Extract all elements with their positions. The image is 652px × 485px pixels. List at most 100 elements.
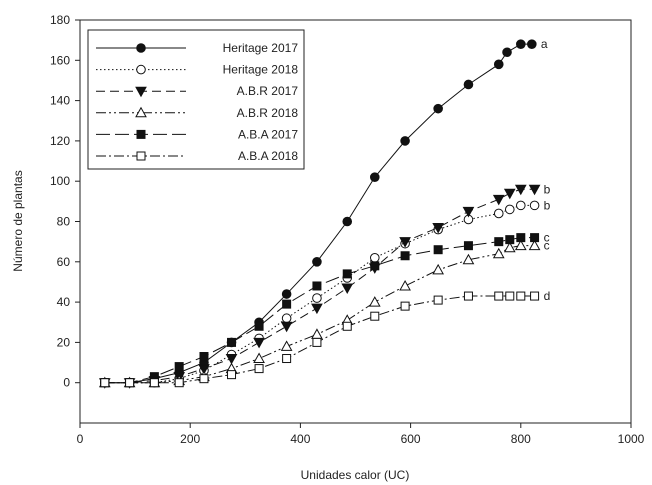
data-point xyxy=(493,208,504,219)
x-tick-label: 400 xyxy=(290,432,310,446)
y-tick-label: 40 xyxy=(57,295,71,309)
y-tick-label: 100 xyxy=(50,174,70,188)
y-tick-label: 80 xyxy=(57,215,71,229)
legend-marker xyxy=(136,129,146,139)
data-point xyxy=(433,103,443,114)
data-point xyxy=(400,301,410,311)
data-point xyxy=(494,291,504,301)
y-tick-label: 180 xyxy=(50,13,70,27)
data-point xyxy=(505,235,515,245)
data-point xyxy=(462,253,475,265)
data-point xyxy=(254,364,264,374)
data-point xyxy=(312,281,322,291)
data-point xyxy=(516,233,526,243)
x-tick-label: 1000 xyxy=(618,432,645,446)
data-point xyxy=(311,328,323,339)
significance-label: c xyxy=(544,231,550,245)
x-tick-label: 200 xyxy=(180,432,200,446)
legend-marker xyxy=(136,64,146,75)
data-point xyxy=(514,239,527,251)
data-point xyxy=(253,352,265,364)
data-point xyxy=(199,352,209,362)
data-point xyxy=(528,184,541,196)
data-point xyxy=(341,283,354,295)
data-point xyxy=(502,47,512,58)
series-line xyxy=(104,188,535,384)
legend-marker xyxy=(136,151,146,161)
x-tick-label: 800 xyxy=(511,432,531,446)
data-point xyxy=(100,378,110,388)
legend-marker xyxy=(135,86,147,98)
significance-label: d xyxy=(544,289,551,303)
data-point xyxy=(463,79,474,90)
data-point xyxy=(225,354,238,365)
data-point xyxy=(174,362,184,372)
annotations: a bb cc d xyxy=(541,37,551,303)
significance-label: c xyxy=(544,239,550,253)
data-point xyxy=(504,204,515,215)
series-6 xyxy=(100,291,540,388)
data-point xyxy=(494,237,504,247)
data-point xyxy=(369,252,380,263)
legend-label: A.B.R 2018 xyxy=(237,106,299,120)
data-point xyxy=(492,194,505,206)
data-point xyxy=(282,299,292,309)
data-point xyxy=(527,39,537,49)
data-point xyxy=(227,337,237,347)
data-point xyxy=(493,59,504,70)
y-tick-label: 0 xyxy=(63,376,70,390)
y-tick-label: 20 xyxy=(57,335,71,349)
data-point xyxy=(516,200,526,211)
data-point xyxy=(463,291,473,301)
data-point xyxy=(369,172,380,182)
legend-marker xyxy=(135,106,147,118)
data-point xyxy=(174,378,184,388)
legend-label: Heritage 2017 xyxy=(223,41,299,55)
series-2 xyxy=(99,200,540,388)
data-point xyxy=(529,200,540,211)
data-point xyxy=(342,216,353,227)
data-point xyxy=(370,311,380,321)
legend: Heritage 2017 Heritage 2018 A.B.R 2017 A.B.… xyxy=(87,29,305,170)
y-tick-label: 120 xyxy=(50,134,70,148)
data-point xyxy=(281,289,292,299)
data-point xyxy=(514,184,527,196)
data-point xyxy=(462,206,475,218)
legend-label: A.B.A 2017 xyxy=(238,127,298,141)
legend-item: A.B.R 2017 xyxy=(96,84,298,98)
data-point xyxy=(342,269,352,279)
data-point xyxy=(400,136,410,146)
legend-label: Heritage 2018 xyxy=(223,63,299,77)
data-point xyxy=(503,188,516,200)
significance-label: a xyxy=(541,37,548,51)
data-point xyxy=(311,303,323,315)
significance-label: b xyxy=(544,182,551,196)
x-tick-label: 600 xyxy=(401,432,421,446)
y-tick-label: 140 xyxy=(50,94,70,108)
y-tick-label: 60 xyxy=(57,255,71,269)
data-point xyxy=(227,370,237,380)
data-point xyxy=(368,296,381,307)
data-point xyxy=(149,378,159,388)
legend-marker xyxy=(136,43,146,53)
data-point xyxy=(370,261,380,271)
data-point xyxy=(530,291,540,301)
data-point xyxy=(432,263,444,275)
data-point xyxy=(432,223,444,234)
series-line xyxy=(104,245,535,384)
x-axis-title: Unidades calor (UC) xyxy=(301,468,410,482)
y-axis: 0 20 40 60 80 100 120 140 160 180 xyxy=(50,13,80,390)
legend-item: A.B.A 2017 xyxy=(96,127,298,141)
data-point xyxy=(342,321,352,331)
data-point xyxy=(463,241,473,251)
data-point xyxy=(280,340,293,351)
data-point xyxy=(125,378,135,388)
data-point xyxy=(312,337,322,347)
data-point xyxy=(198,364,210,375)
data-point xyxy=(199,374,209,384)
data-point xyxy=(399,279,411,291)
y-axis-title: Número de plantas xyxy=(11,170,25,271)
data-point xyxy=(282,354,292,364)
x-axis: 0 200 400 600 800 1000 xyxy=(77,423,645,446)
